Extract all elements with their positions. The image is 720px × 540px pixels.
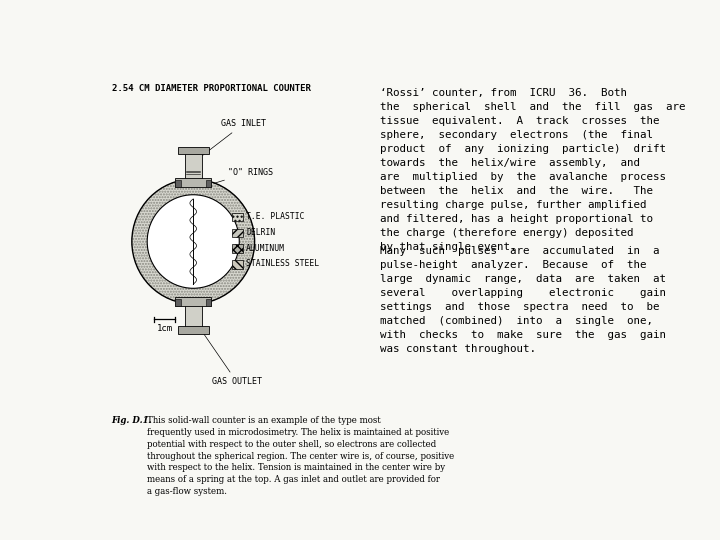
Bar	[185, 152, 202, 181]
Bar	[175, 178, 212, 187]
Text: STAINLESS STEEL: STAINLESS STEEL	[246, 259, 320, 268]
Bar	[233, 228, 243, 237]
Text: DELRIN: DELRIN	[246, 228, 276, 237]
Text: This solid-wall counter is an example of the type most
frequently used in microd: This solid-wall counter is an example of…	[148, 416, 455, 496]
Bar	[233, 245, 243, 253]
Text: 1cm: 1cm	[157, 324, 173, 333]
Text: ALUMINUM: ALUMINUM	[246, 244, 285, 253]
Ellipse shape	[132, 179, 255, 304]
Text: 2.54 CM DIAMETER PROPORTIONAL COUNTER: 2.54 CM DIAMETER PROPORTIONAL COUNTER	[112, 84, 311, 92]
Bar	[175, 180, 181, 187]
Ellipse shape	[147, 195, 239, 288]
Bar	[175, 299, 181, 306]
Bar	[178, 326, 209, 334]
Bar	[175, 297, 212, 306]
Text: GAS INLET: GAS INLET	[198, 119, 266, 159]
Text: GAS OUTLET: GAS OUTLET	[197, 325, 261, 386]
Text: T.E. PLASTIC: T.E. PLASTIC	[246, 212, 305, 221]
Bar	[233, 260, 243, 268]
Text: Fig. D.1.: Fig. D.1.	[111, 416, 152, 425]
Bar	[185, 302, 202, 331]
Text: Many  such  pulses  are  accumulated  in  a
pulse-height  analyzer.  Because  of: Many such pulses are accumulated in a pu…	[380, 246, 666, 354]
Bar	[206, 299, 212, 306]
Text: ‘Rossi’ counter, from  ICRU  36.  Both
the  spherical  shell  and  the  fill  ga: ‘Rossi’ counter, from ICRU 36. Both the …	[380, 87, 685, 252]
Bar	[206, 180, 212, 187]
Bar	[233, 213, 243, 221]
Text: "O" RINGS: "O" RINGS	[214, 167, 274, 183]
Bar	[178, 147, 209, 154]
